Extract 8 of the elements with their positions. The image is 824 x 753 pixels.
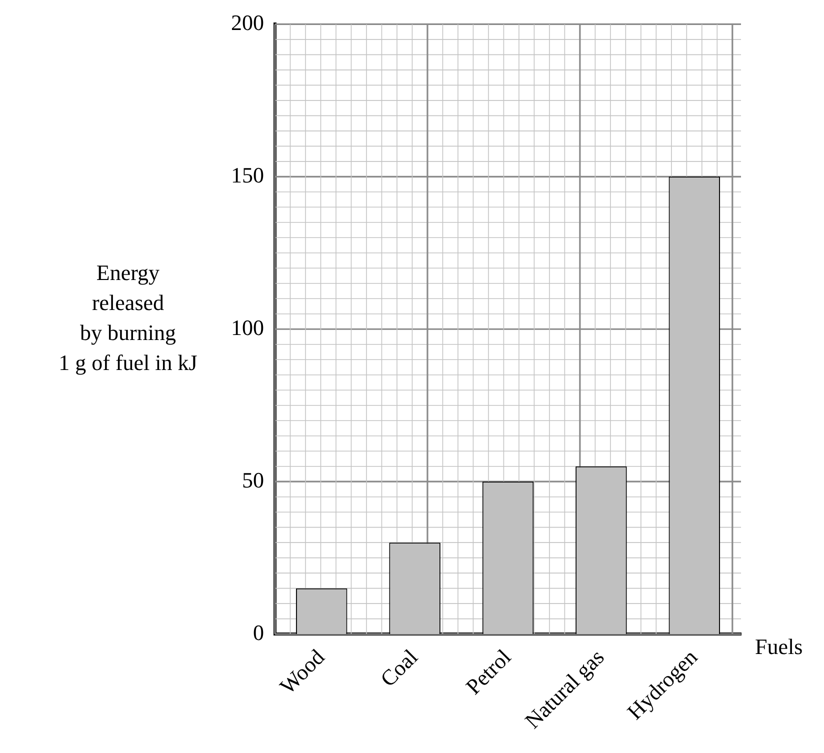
y-tick-label: 200: [231, 10, 264, 35]
y-tick-label: 100: [231, 314, 264, 340]
x-tick-label: Coal: [375, 644, 422, 692]
y-tick-label: 0: [253, 620, 264, 645]
x-axis-title: Fuels: [755, 634, 803, 659]
y-tick-label: 50: [242, 467, 264, 492]
y-axis-title: Energy released by burning 1 g of fuel in kJ: [58, 260, 198, 375]
y-tick-label: 150: [231, 162, 264, 188]
